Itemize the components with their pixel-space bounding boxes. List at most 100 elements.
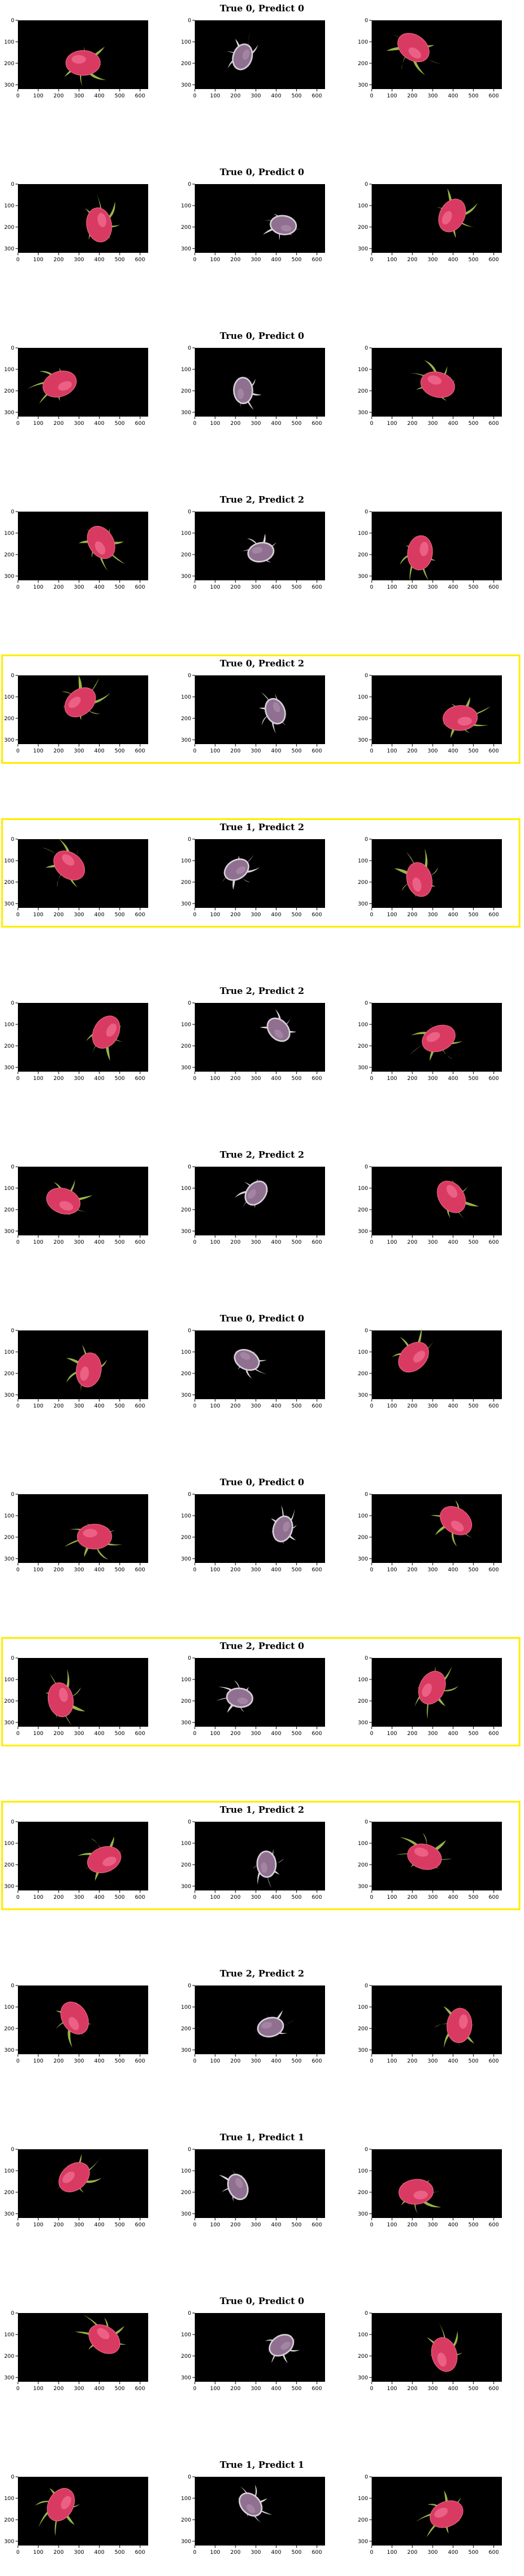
x-tick-label: 500 [115,1403,125,1409]
x-tick-label: 600 [135,1240,145,1246]
image-axes: 0 100 200 300 400 500 600 0 100 200 300 [2,1328,151,1416]
y-tick-label: 300 [358,1065,368,1071]
fruit-image-panel: 0 100 200 300 400 500 600 0 100 200 300 [356,1983,504,2071]
x-tick-label: 400 [94,2222,105,2228]
y-tick-label: 100 [358,858,368,864]
row-title: True 1, Predict 2 [0,1804,524,1815]
x-tick-label: 600 [489,1895,499,1901]
y-tick-label: 0 [364,2474,368,2480]
y-tick-label: 100 [358,2496,368,2502]
fruit-image-panel: 0 100 200 300 400 500 600 0 100 200 300 [2,345,151,433]
x-tick-label: 400 [94,585,105,591]
image-axes: 0 100 200 300 400 500 600 0 100 200 300 [2,509,151,597]
y-tick-label: 300 [358,2211,368,2217]
x-tick-label: 500 [292,2550,302,2556]
fruit-image-panel: 0 100 200 300 400 500 600 0 100 200 300 [2,837,151,925]
x-tick-label: 600 [312,257,322,263]
x-tick-label: 100 [387,2222,397,2228]
x-tick-label: 600 [312,1076,322,1082]
x-tick-label: 300 [74,1240,84,1246]
fruit-image-panel: 0 100 200 300 400 500 600 0 100 200 300 [2,1983,151,2071]
row-title: True 0, Predict 0 [0,3,524,14]
y-tick-label: 200 [181,880,191,886]
image-axes: 0 100 200 300 400 500 600 0 100 200 300 [179,837,327,925]
y-tick-label: 200 [4,1371,14,1377]
y-tick-label: 0 [11,2474,14,2480]
x-tick-label: 100 [33,2222,43,2228]
x-tick-label: 400 [94,1895,105,1901]
row-title: True 1, Predict 2 [0,822,524,833]
x-tick-label: 400 [271,2550,281,2556]
prediction-row: True 2, Predict 0 0 100 200 300 400 500 600 0 100… [0,1641,524,1757]
x-tick-label: 200 [407,1895,418,1901]
masked-image-panel: 0 100 200 300 400 500 600 0 100 200 300 [179,1492,327,1580]
x-tick-label: 300 [74,1076,84,1082]
x-tick-label: 300 [428,1403,438,1409]
x-tick-label: 600 [135,257,145,263]
y-tick-label: 0 [11,1819,14,1825]
x-tick-label: 100 [33,1895,43,1901]
x-tick-label: 600 [489,1731,499,1737]
x-tick-label: 100 [210,1240,220,1246]
x-tick-label: 200 [407,2386,418,2392]
x-tick-label: 400 [271,421,281,427]
image-axes: 0 100 200 300 400 500 600 0 100 200 300 [356,1164,504,1252]
image-axes: 0 100 200 300 400 500 600 0 100 200 300 [356,673,504,761]
y-tick-label: 100 [4,1513,14,1519]
x-tick-label: 400 [448,2386,458,2392]
x-tick-label: 0 [370,1567,373,1573]
x-tick-label: 500 [115,748,125,754]
x-tick-label: 0 [193,2386,197,2392]
image-axes: 0 100 200 300 400 500 600 0 100 200 300 [356,1819,504,1907]
x-tick-label: 0 [193,1403,197,1409]
x-tick-label: 0 [370,257,373,263]
y-tick-label: 300 [181,574,191,580]
y-tick-label: 100 [358,531,368,537]
y-tick-label: 100 [4,695,14,700]
y-tick-label: 200 [4,2190,14,2196]
y-tick-label: 0 [188,182,191,188]
y-tick-label: 0 [364,1656,368,1662]
x-tick-label: 400 [271,2222,281,2228]
y-tick-label: 300 [358,246,368,252]
image-axes: 0 100 200 300 400 500 600 0 100 200 300 [2,182,151,270]
x-tick-label: 300 [74,1567,84,1573]
x-tick-label: 500 [115,585,125,591]
x-tick-label: 500 [292,2222,302,2228]
y-tick-label: 100 [4,2005,14,2011]
x-tick-label: 500 [468,2550,479,2556]
x-tick-label: 0 [16,1567,20,1573]
x-tick-label: 200 [231,2550,241,2556]
y-tick-label: 100 [4,2332,14,2338]
x-tick-label: 100 [210,1731,220,1737]
y-tick-label: 300 [4,1065,14,1071]
y-tick-label: 200 [358,1862,368,1868]
y-tick-label: 0 [188,1819,191,1825]
x-tick-label: 0 [370,1895,373,1901]
prediction-row: True 1, Predict 1 0 100 200 300 400 500 600 0 100… [0,2459,524,2576]
y-tick-label: 200 [358,225,368,231]
y-tick-label: 100 [4,1841,14,1847]
fruit-image-panel: 0 100 200 300 400 500 600 0 100 200 300 [356,1001,504,1088]
y-tick-label: 100 [358,1841,368,1847]
x-tick-label: 600 [489,1076,499,1082]
x-tick-label: 600 [135,1567,145,1573]
image-axes: 0 100 200 300 400 500 600 0 100 200 300 [179,1001,327,1088]
x-tick-label: 100 [210,93,220,99]
x-tick-label: 0 [16,1076,20,1082]
x-tick-label: 100 [210,912,220,918]
x-tick-label: 200 [231,1076,241,1082]
x-tick-label: 200 [231,912,241,918]
prediction-row: True 0, Predict 0 0 100 200 300 400 500 600 0 100… [0,1477,524,1593]
x-tick-label: 400 [448,2550,458,2556]
x-tick-label: 500 [468,1403,479,1409]
masked-image-panel: 0 100 200 300 400 500 600 0 100 200 300 [179,1001,327,1088]
fruit-image-panel: 0 100 200 300 400 500 600 0 100 200 300 [2,509,151,597]
x-tick-label: 300 [428,2550,438,2556]
y-tick-label: 200 [181,1699,191,1705]
y-tick-label: 200 [358,880,368,886]
y-tick-label: 0 [188,673,191,679]
image-area [195,1494,325,1563]
x-tick-label: 100 [33,93,43,99]
y-tick-label: 200 [358,388,368,394]
